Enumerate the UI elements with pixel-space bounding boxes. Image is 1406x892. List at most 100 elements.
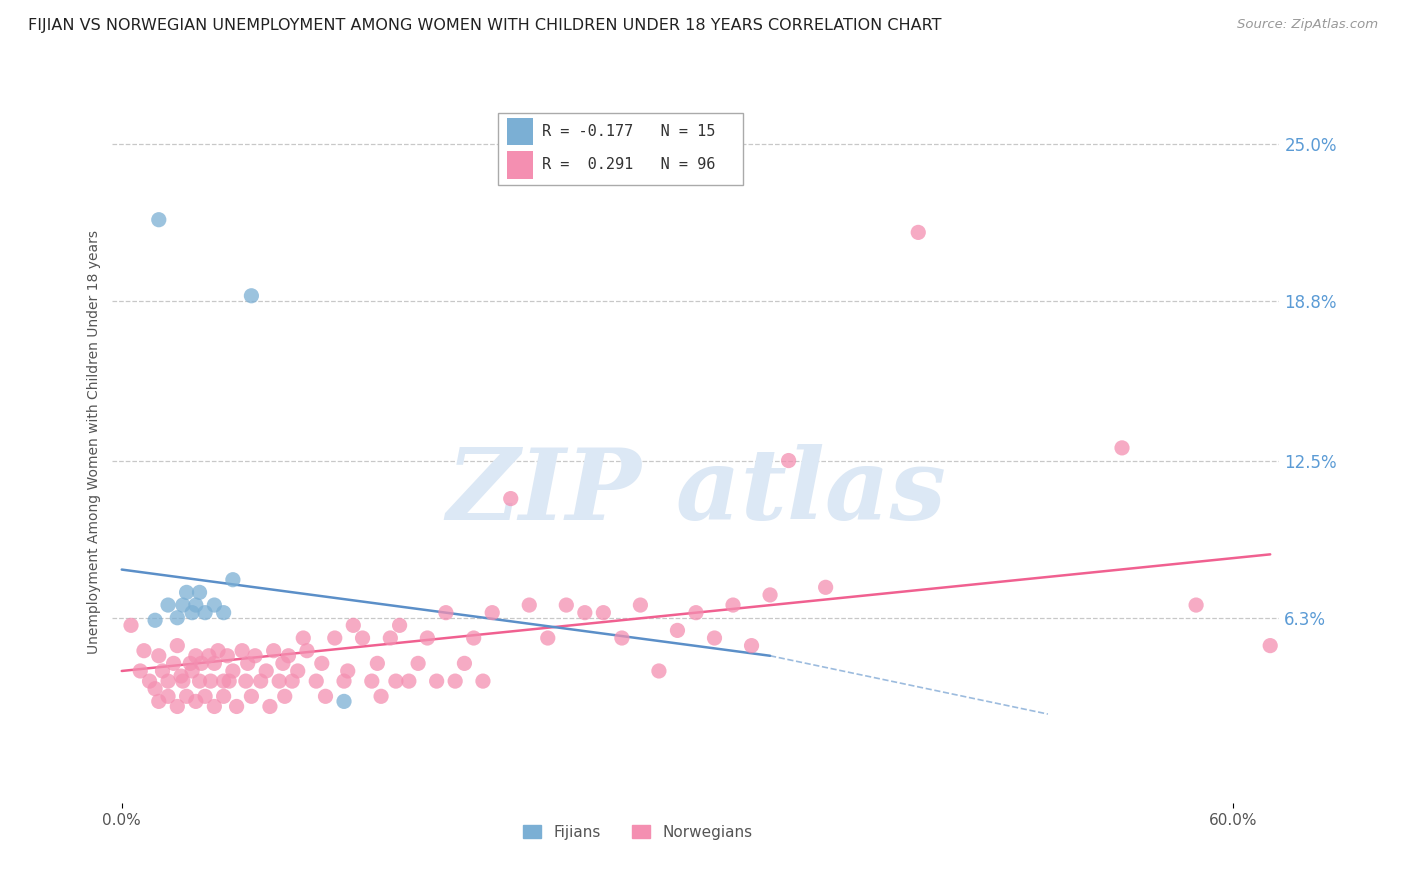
Point: [166, 639, 188, 653]
Point: [132, 643, 155, 657]
Point: [269, 674, 291, 689]
Point: [537, 631, 560, 645]
Point: [517, 598, 540, 612]
Point: [274, 690, 297, 704]
Point: [240, 690, 263, 704]
Point: [181, 606, 204, 620]
Point: [311, 657, 333, 671]
Point: [685, 606, 707, 620]
Point: [236, 657, 259, 671]
Point: [759, 588, 782, 602]
Point: [434, 606, 457, 620]
Point: [231, 643, 253, 657]
Point: [218, 674, 240, 689]
Point: [166, 611, 188, 625]
Point: [243, 648, 266, 663]
Point: [277, 648, 299, 663]
Point: [380, 631, 402, 645]
FancyBboxPatch shape: [498, 112, 742, 185]
Point: [703, 631, 725, 645]
Point: [172, 674, 194, 689]
Point: [814, 580, 837, 594]
Point: [426, 674, 449, 689]
Point: [194, 606, 217, 620]
Point: [628, 598, 651, 612]
Point: [212, 690, 235, 704]
Point: [360, 674, 382, 689]
Point: [444, 674, 467, 689]
Point: [249, 674, 271, 689]
Point: [463, 631, 485, 645]
Point: [259, 699, 281, 714]
Point: [188, 585, 211, 599]
Text: R =  0.291   N = 96: R = 0.291 N = 96: [541, 157, 716, 172]
Point: [166, 699, 188, 714]
Point: [194, 690, 217, 704]
Point: [352, 631, 374, 645]
Point: [315, 690, 337, 704]
Point: [240, 289, 263, 303]
Point: [1258, 639, 1281, 653]
Point: [574, 606, 596, 620]
Point: [172, 598, 194, 612]
Point: [721, 598, 744, 612]
Point: [207, 643, 229, 657]
Point: [170, 669, 193, 683]
Point: [1185, 598, 1208, 612]
Point: [406, 657, 429, 671]
Point: [453, 657, 475, 671]
Point: [129, 664, 152, 678]
Point: [181, 664, 204, 678]
Point: [333, 694, 356, 708]
Point: [388, 618, 411, 632]
Point: [292, 631, 315, 645]
Legend: Fijians, Norwegians: Fijians, Norwegians: [517, 819, 758, 846]
Point: [481, 606, 503, 620]
Point: [499, 491, 522, 506]
Point: [143, 613, 166, 627]
Point: [235, 674, 257, 689]
Point: [366, 657, 388, 671]
Point: [416, 631, 439, 645]
Point: [176, 585, 198, 599]
Point: [741, 639, 763, 653]
Text: FIJIAN VS NORWEGIAN UNEMPLOYMENT AMONG WOMEN WITH CHILDREN UNDER 18 YEARS CORREL: FIJIAN VS NORWEGIAN UNEMPLOYMENT AMONG W…: [28, 18, 942, 33]
Point: [648, 664, 671, 678]
Point: [212, 606, 235, 620]
FancyBboxPatch shape: [508, 151, 533, 178]
Point: [188, 674, 211, 689]
Point: [222, 664, 245, 678]
Text: R = -0.177   N = 15: R = -0.177 N = 15: [541, 124, 716, 139]
Point: [907, 226, 929, 240]
Point: [217, 648, 239, 663]
Point: [254, 664, 277, 678]
Point: [198, 648, 221, 663]
Point: [592, 606, 614, 620]
Point: [287, 664, 309, 678]
Point: [202, 699, 225, 714]
Point: [138, 674, 160, 689]
Point: [305, 674, 328, 689]
Point: [225, 699, 247, 714]
Point: [190, 657, 212, 671]
Point: [148, 694, 170, 708]
Point: [281, 674, 304, 689]
Point: [176, 690, 198, 704]
Text: ZIP atlas: ZIP atlas: [446, 444, 946, 541]
Point: [148, 648, 170, 663]
Point: [323, 631, 346, 645]
Point: [295, 643, 318, 657]
Point: [184, 648, 207, 663]
Point: [157, 598, 180, 612]
Point: [666, 624, 689, 638]
Y-axis label: Unemployment Among Women with Children Under 18 years: Unemployment Among Women with Children U…: [87, 229, 101, 654]
Point: [200, 674, 222, 689]
Point: [202, 657, 225, 671]
Point: [157, 674, 180, 689]
Point: [333, 674, 356, 689]
Point: [162, 657, 184, 671]
Point: [212, 674, 235, 689]
Point: [148, 212, 170, 227]
Point: [263, 643, 285, 657]
Point: [778, 453, 800, 467]
